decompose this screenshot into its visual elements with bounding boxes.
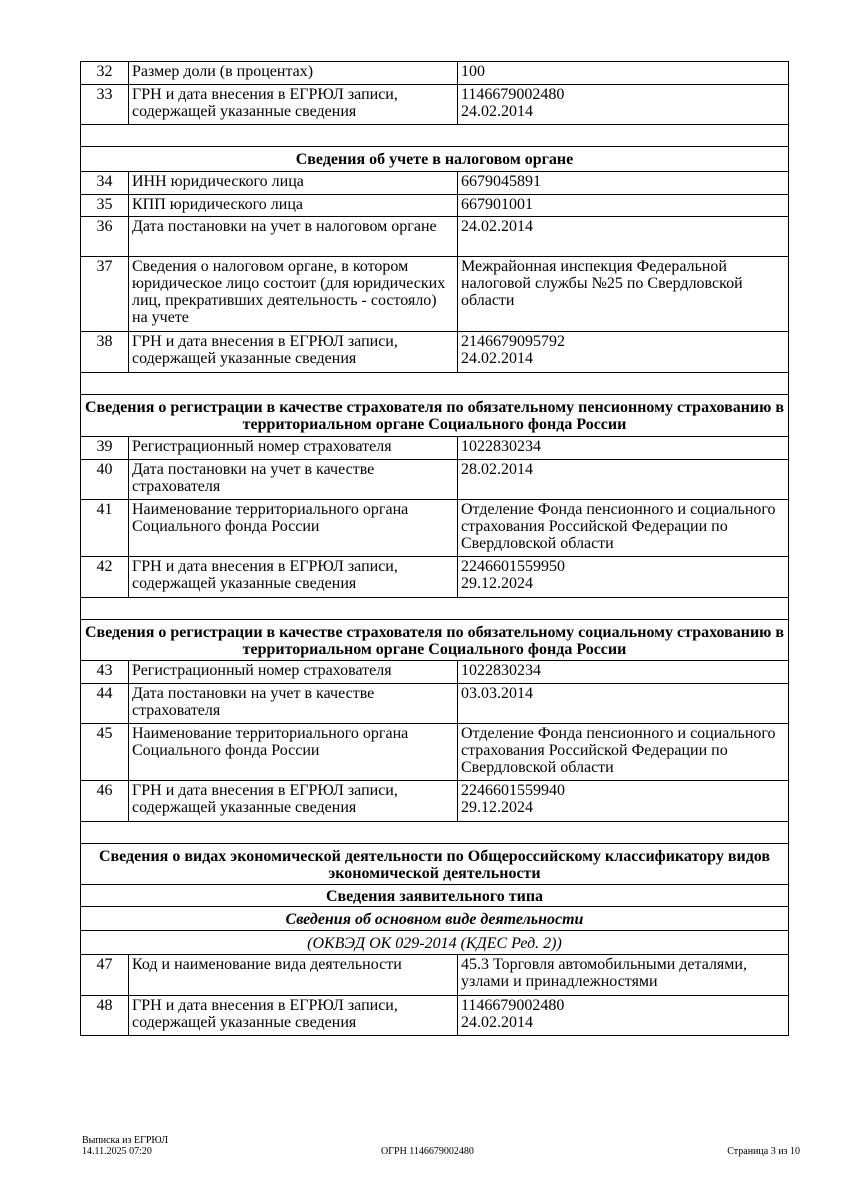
row-label: Дата постановки на учет в качестве страх… [128, 459, 458, 500]
table-row: 36 Дата постановки на учет в налоговом ор… [80, 216, 789, 257]
row-number: 44 [80, 683, 129, 724]
table-row: 34 ИНН юридического лица 6679045891 [80, 171, 789, 195]
subsection-header: Сведения заявительного типа [80, 884, 789, 907]
table-row: 35 КПП юридического лица 667901001 [80, 194, 789, 217]
row-value: 6679045891 [457, 171, 789, 195]
row-number: 35 [80, 194, 129, 217]
table-row: 46 ГРН и дата внесения в ЕГРЮЛ записи, со… [80, 780, 789, 822]
table-row: 32 Размер доли (в процентах) 100 [80, 61, 789, 85]
row-label: ГРН и дата внесения в ЕГРЮЛ записи, соде… [128, 84, 458, 125]
section-header: Сведения о регистрации в качестве страхо… [80, 394, 789, 437]
section-header-row: Сведения о регистрации в качестве страхо… [80, 394, 789, 437]
row-value: 667901001 [457, 194, 789, 217]
row-label: ГРН и дата внесения в ЕГРЮЛ записи, соде… [128, 556, 458, 598]
row-label: ИНН юридического лица [128, 171, 458, 195]
row-value: 2146679095792 24.02.2014 [457, 331, 789, 373]
classifier-label: (ОКВЭД ОК 029-2014 (КДЕС Ред. 2)) [80, 930, 789, 955]
row-value: 45.3 Торговля автомобильными деталями, у… [457, 954, 789, 996]
subsection-header-row: Сведения заявительного типа [80, 884, 789, 907]
row-label: Сведения о налоговом органе, в котором ю… [128, 256, 458, 332]
table-row: 45 Наименование территориального органа С… [80, 723, 789, 781]
row-value: 1146679002480 24.02.2014 [457, 995, 789, 1036]
row-number: 41 [80, 499, 129, 557]
row-label: Дата постановки на учет в качестве страх… [128, 683, 458, 724]
spacer-row [80, 372, 789, 395]
section-header-row: Сведения о регистрации в качестве страхо… [80, 619, 789, 661]
row-value: 1146679002480 24.02.2014 [457, 84, 789, 125]
row-number: 36 [80, 216, 129, 257]
row-label: ГРН и дата внесения в ЕГРЮЛ записи, соде… [128, 331, 458, 373]
row-number: 34 [80, 171, 129, 195]
row-value: Отделение Фонда пенсионного и социальног… [457, 723, 789, 781]
row-number: 37 [80, 256, 129, 332]
row-label: КПП юридического лица [128, 194, 458, 217]
row-label: Дата постановки на учет в налоговом орга… [128, 216, 458, 257]
table-row: 41 Наименование территориального органа С… [80, 499, 789, 557]
activity-type-header-row: Сведения об основном виде деятельности [80, 906, 789, 931]
row-label: Регистрационный номер страхователя [128, 436, 458, 460]
table-row: 43 Регистрационный номер страхователя 1022… [80, 660, 789, 684]
footer-datetime: 14.11.2025 07:20 [82, 1146, 152, 1157]
row-number: 42 [80, 556, 129, 598]
row-number: 38 [80, 331, 129, 373]
row-value: 2246601559950 29.12.2024 [457, 556, 789, 598]
row-value: 2246601559940 29.12.2024 [457, 780, 789, 822]
row-number: 47 [80, 954, 129, 996]
row-value: 24.02.2014 [457, 216, 789, 257]
empty-cell [80, 124, 789, 147]
row-number: 40 [80, 459, 129, 500]
section-header: Сведения об учете в налоговом органе [80, 146, 789, 172]
row-label: Регистрационный номер страхователя [128, 660, 458, 684]
table-row: 48 ГРН и дата внесения в ЕГРЮЛ записи, со… [80, 995, 789, 1036]
row-value: 1022830234 [457, 436, 789, 460]
classifier-row: (ОКВЭД ОК 029-2014 (КДЕС Ред. 2)) [80, 930, 789, 955]
section-header: Сведения о видах экономической деятельно… [80, 843, 789, 885]
table-row: 33 ГРН и дата внесения в ЕГРЮЛ записи, со… [80, 84, 789, 125]
table-row: 40 Дата постановки на учет в качестве стр… [80, 459, 789, 500]
row-number: 33 [80, 84, 129, 125]
table-row: 42 ГРН и дата внесения в ЕГРЮЛ записи, со… [80, 556, 789, 598]
table-row: 37 Сведения о налоговом органе, в котором… [80, 256, 789, 332]
section-header: Сведения о регистрации в качестве страхо… [80, 619, 789, 661]
table-row: 44 Дата постановки на учет в качестве стр… [80, 683, 789, 724]
spacer-row [80, 124, 789, 147]
table-row: 38 ГРН и дата внесения в ЕГРЮЛ записи, со… [80, 331, 789, 373]
section-header-row: Сведения о видах экономической деятельно… [80, 843, 789, 885]
row-number: 39 [80, 436, 129, 460]
row-number: 45 [80, 723, 129, 781]
activity-type-header: Сведения об основном виде деятельности [80, 906, 789, 931]
row-value: 03.03.2014 [457, 683, 789, 724]
section-header-row: Сведения об учете в налоговом органе [80, 146, 789, 172]
footer-page-number: Страница 3 из 10 [727, 1146, 800, 1157]
table-row: 47 Код и наименование вида деятельности 45… [80, 954, 789, 996]
row-number: 48 [80, 995, 129, 1036]
row-value: 28.02.2014 [457, 459, 789, 500]
empty-cell [80, 597, 789, 620]
footer-doc-title: Выписка из ЕГРЮЛ [82, 1135, 168, 1146]
row-label: Код и наименование вида деятельности [128, 954, 458, 996]
row-label: Наименование территориального органа Соц… [128, 723, 458, 781]
table-row: 39 Регистрационный номер страхователя 1022… [80, 436, 789, 460]
row-label: ГРН и дата внесения в ЕГРЮЛ записи, соде… [128, 995, 458, 1036]
row-label: Размер доли (в процентах) [128, 61, 458, 85]
row-value: 100 [457, 61, 789, 85]
footer-ogrn: ОГРН 1146679002480 [381, 1146, 474, 1157]
footer-left: Выписка из ЕГРЮЛ 14.11.2025 07:20 [82, 1135, 168, 1157]
row-label: Наименование территориального органа Соц… [128, 499, 458, 557]
row-value: Отделение Фонда пенсионного и социальног… [457, 499, 789, 557]
row-label: ГРН и дата внесения в ЕГРЮЛ записи, соде… [128, 780, 458, 822]
row-value: Межрайонная инспекция Федеральной налого… [457, 256, 789, 332]
empty-cell [80, 821, 789, 844]
row-number: 43 [80, 660, 129, 684]
spacer-row [80, 597, 789, 620]
row-number: 46 [80, 780, 129, 822]
spacer-row [80, 821, 789, 844]
row-number: 32 [80, 61, 129, 85]
empty-cell [80, 372, 789, 395]
egrul-table: 32 Размер доли (в процентах) 100 33 ГРН и да… [80, 61, 789, 1036]
row-value: 1022830234 [457, 660, 789, 684]
